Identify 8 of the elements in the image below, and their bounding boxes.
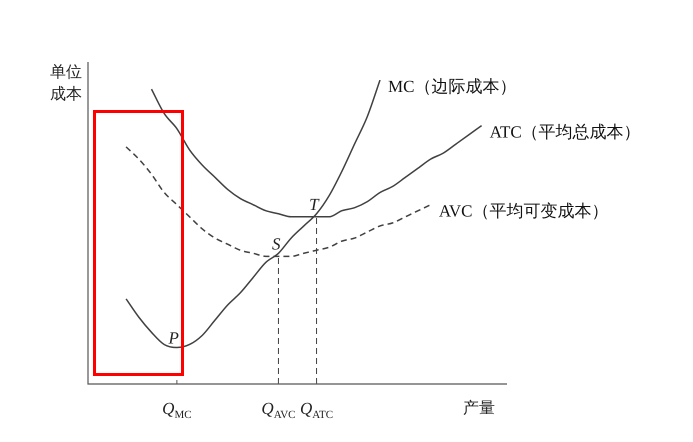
annotation: S xyxy=(272,234,281,254)
series-label: AVC（平均可变成本） xyxy=(438,202,609,221)
series-label: MC（边际成本） xyxy=(388,77,516,96)
y-axis-title: 单位成本 xyxy=(50,63,83,105)
annotation: T xyxy=(309,194,320,214)
series-label: ATC（平均总成本） xyxy=(490,122,641,142)
annotation: P xyxy=(167,328,179,348)
x-axis-title: 产量 xyxy=(463,398,495,419)
